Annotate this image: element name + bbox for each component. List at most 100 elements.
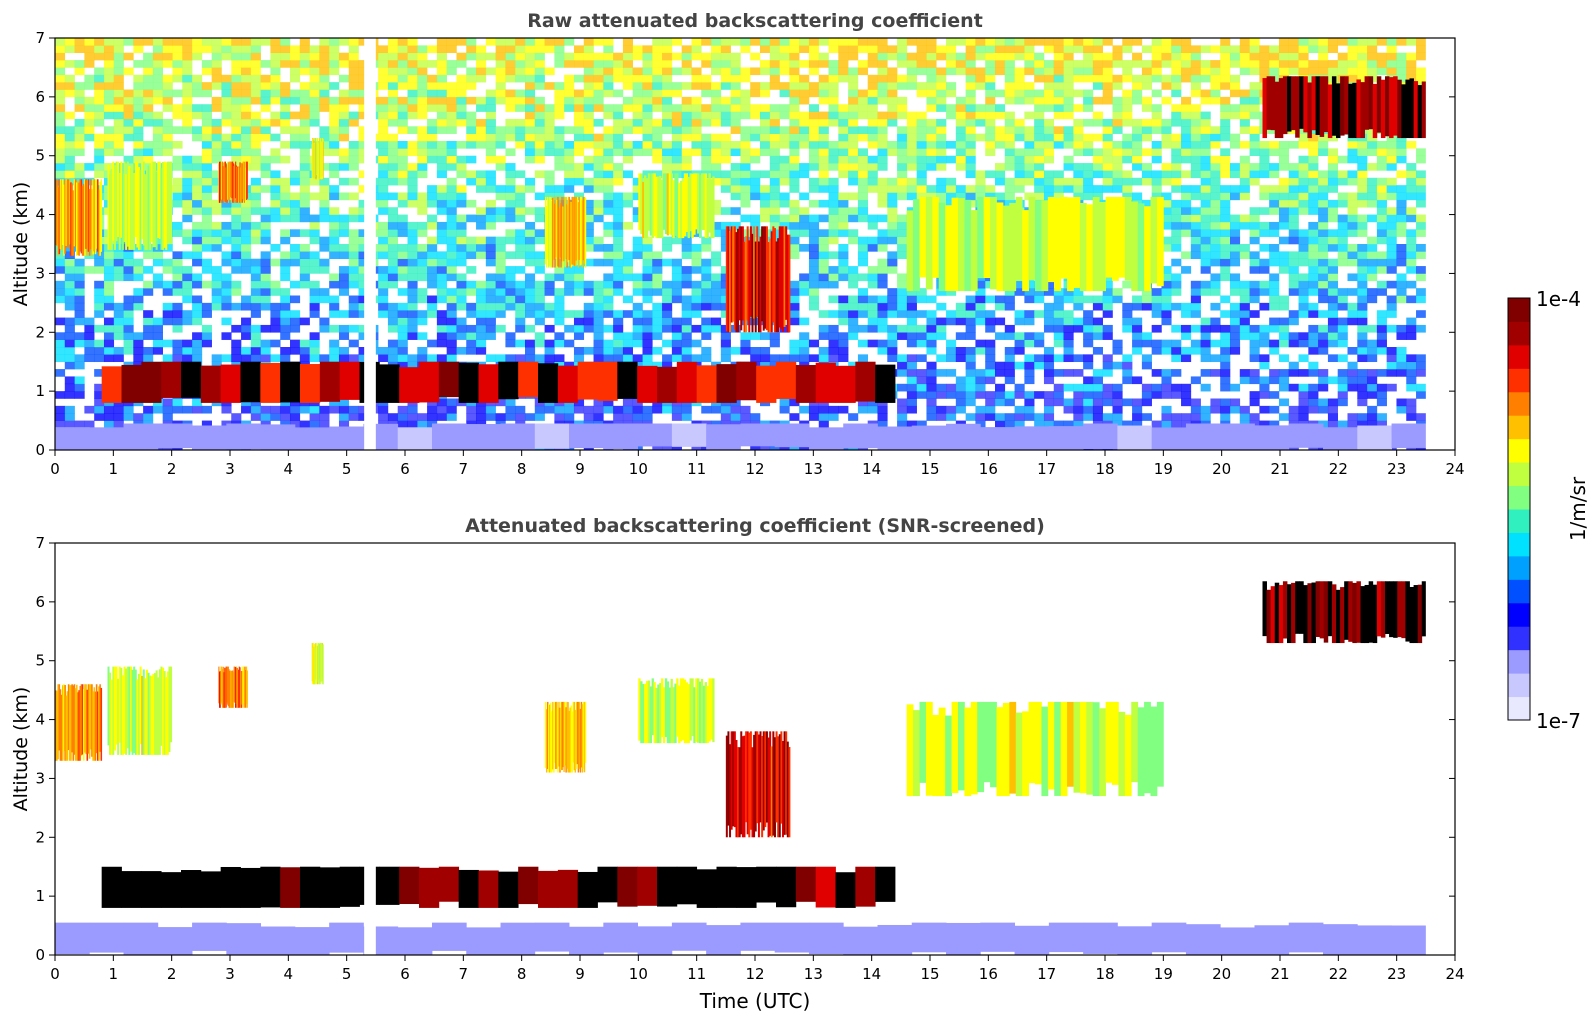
noise-cell [1034,332,1045,340]
noise-cell [103,52,115,61]
noise-cell [201,177,212,186]
noise-cell [838,354,849,363]
noise-cell [975,302,986,311]
noise-cell [603,111,614,120]
noise-cell [789,413,800,421]
noise-cell [593,148,604,157]
noise-cell [417,332,428,340]
noise-cell [1161,177,1172,186]
noise-cell [867,126,878,134]
noise-cell [916,376,927,385]
noise-cell [1043,280,1055,289]
noise-cell [750,111,761,120]
noise-cell [750,354,761,363]
noise-cell [299,104,310,112]
noise-cell [603,192,614,201]
noise-cell [319,38,330,46]
noise-cell [221,236,232,245]
noise-cell [290,413,301,421]
noise-cell [857,170,869,179]
noise-cell [1171,288,1182,296]
noise-cell [123,302,134,311]
noise-cell [848,89,859,98]
noise-cell [1132,420,1143,429]
noise-cell [946,111,957,120]
noise-cell [201,133,212,142]
noise-cell [103,280,115,289]
noise-cell [632,413,643,421]
noise-cell [64,376,75,385]
noise-cell [867,96,878,105]
noise-cell [1034,133,1045,142]
noise-cell [231,111,242,120]
noise-cell [221,405,232,414]
noise-cell [436,82,447,90]
noise-cell [338,405,350,414]
noise-cell [838,118,849,127]
noise-cell [143,280,154,289]
noise-cell [701,89,712,98]
noise-cell [172,280,183,289]
noise-cell [1014,45,1025,54]
noise-cell [622,221,634,230]
noise-cell [818,141,829,149]
noise-cell [1024,391,1035,399]
noise-cell [221,280,232,289]
noise-cell [172,266,183,274]
noise-cell [446,177,457,186]
noise-cell [965,413,976,421]
noise-cell [84,405,95,414]
noise-cell [583,221,594,230]
noise-cell [241,74,252,83]
noise-cell [1024,111,1035,120]
noise-cell [1092,185,1104,193]
noise-cell [789,185,800,193]
noise-cell [1141,391,1152,399]
noise-cell [309,266,320,274]
noise-cell [211,52,222,61]
noise-cell [720,133,731,142]
noise-cell [701,273,712,282]
noise-cell [1161,383,1172,392]
noise-cell [1161,163,1172,171]
noise-cell [593,339,604,348]
noise-cell [1112,383,1123,392]
noise-cell [495,141,506,149]
noise-cell [55,104,66,112]
noise-cell [94,82,105,90]
noise-cell [221,96,232,105]
noise-cell [436,324,447,333]
noise-cell [152,82,164,90]
noise-cell [55,317,66,326]
noise-cell [818,310,829,318]
noise-cell [338,177,350,186]
noise-cell [436,221,447,230]
noise-cell [1102,163,1113,171]
noise-cell [172,192,183,201]
noise-cell [192,398,203,407]
noise-cell [525,280,536,289]
noise-cell [818,420,829,429]
noise-cell [1200,214,1211,223]
noise-cell [201,310,212,318]
noise-cell [897,133,908,142]
noise-cell [1004,38,1015,46]
noise-cell [857,310,869,318]
noise-cell [495,60,506,68]
noise-cell [838,214,849,223]
noise-cell [280,214,291,223]
noise-cell [397,148,408,157]
noise-cell [613,405,624,414]
noise-cell [867,302,878,311]
noise-cell [378,67,389,76]
noise-cell [681,229,692,237]
noise-cell [985,96,996,105]
noise-cell [769,214,780,223]
noise-cell [192,82,203,90]
noise-cell [427,280,438,289]
noise-cell [348,354,359,363]
noise-cell [808,111,820,120]
noise-cell [270,354,281,363]
noise-cell [103,74,115,83]
noise-cell [329,221,340,230]
